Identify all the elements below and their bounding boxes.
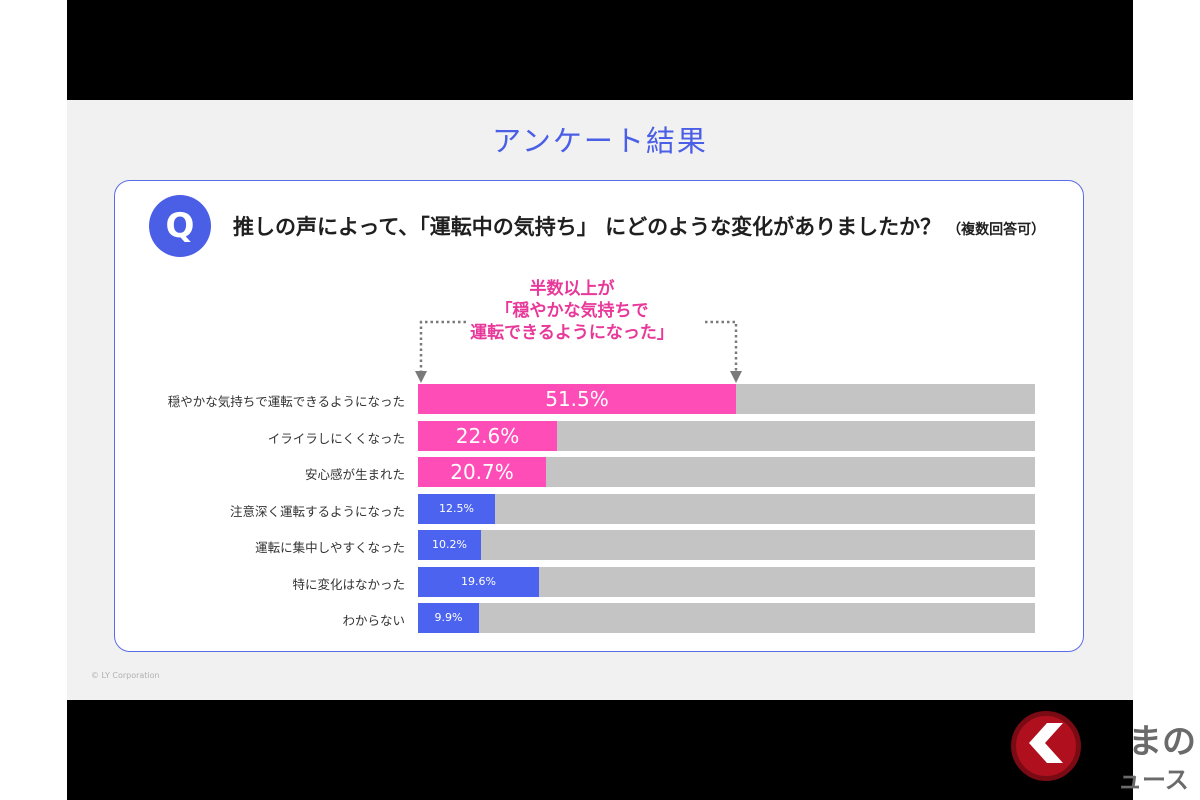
bar-track: 51.5%: [418, 384, 1035, 414]
right-connector: [705, 320, 738, 371]
bar-value-label: 9.9%: [434, 611, 463, 624]
callout: 半数以上が 「穏やかな気持ちで 運転できるようになった」: [442, 278, 702, 344]
bar-value-label: 22.6%: [455, 423, 520, 448]
callout-line-1: 半数以上が: [529, 279, 615, 299]
bar: [418, 530, 481, 560]
letterbox-bottom: [67, 700, 1133, 800]
slide: アンケート結果 Q 推しの声によって、「運転中の気持ち」 にどのような変化があり…: [67, 100, 1133, 700]
question-text: 推しの声によって、「運転中の気持ち」 にどのような変化がありましたか？ （複数回答…: [233, 211, 1045, 241]
bar-label: 注意深く運転するようになった: [229, 503, 405, 519]
logo-text: まの: [1128, 722, 1196, 762]
bar-value-label: 12.5%: [439, 501, 474, 515]
bar-track: 20.7%: [418, 457, 1035, 487]
bar-value-label: 51.5%: [545, 387, 609, 411]
letterbox-top: [67, 0, 1133, 100]
bar: [418, 420, 557, 451]
bar-track: 22.6%: [418, 420, 1035, 451]
bar-label: イライラしにくくなった: [267, 430, 405, 446]
bar-label: 穏やかな気持ちで運転できるようになった: [167, 394, 405, 409]
bar-label: わからない: [342, 613, 405, 628]
copyright: © LY Corporation: [91, 671, 160, 680]
right-arrowhead: [730, 371, 742, 383]
callout-line-2: 「穏やかな気持ちで: [495, 301, 649, 321]
question-note: （複数回答可）: [947, 222, 1046, 238]
slide-title: アンケート結果: [492, 124, 708, 158]
bar-track: 9.9%: [418, 603, 1035, 633]
bar-value-label: 19.6%: [461, 574, 496, 588]
bar-value-label: 20.7%: [450, 460, 514, 484]
bar-track: 19.6%: [418, 566, 1035, 597]
question-main: 推しの声によって、「運転中の気持ち」 にどのような変化がありましたか？: [233, 215, 942, 239]
bar: [418, 566, 539, 597]
bar-label: 安心感が生まれた: [304, 467, 405, 482]
bar-track: 10.2%: [418, 530, 1035, 560]
left-arrowhead: [415, 371, 427, 383]
logo-chevron-icon: [1029, 723, 1063, 763]
question-badge: Q: [149, 195, 211, 257]
survey-card: Q 推しの声によって、「運転中の気持ち」 にどのような変化がありましたか？ （複数…: [114, 180, 1084, 652]
callout-line-3: 運転できるようになった」: [470, 323, 674, 343]
bar-track: 12.5%: [418, 493, 1035, 524]
bar-label: 運転に集中しやすくなった: [255, 540, 405, 555]
bar: [418, 384, 736, 414]
watermark-logo: まの ュース: [1008, 708, 1200, 800]
bar-value-label: 10.2%: [432, 538, 467, 551]
bar-label: 特に変化はなかった: [292, 576, 405, 592]
bar: [418, 603, 479, 633]
bar: [418, 457, 546, 487]
bar: [418, 493, 495, 524]
logo-subtext: ュース: [1118, 766, 1189, 794]
